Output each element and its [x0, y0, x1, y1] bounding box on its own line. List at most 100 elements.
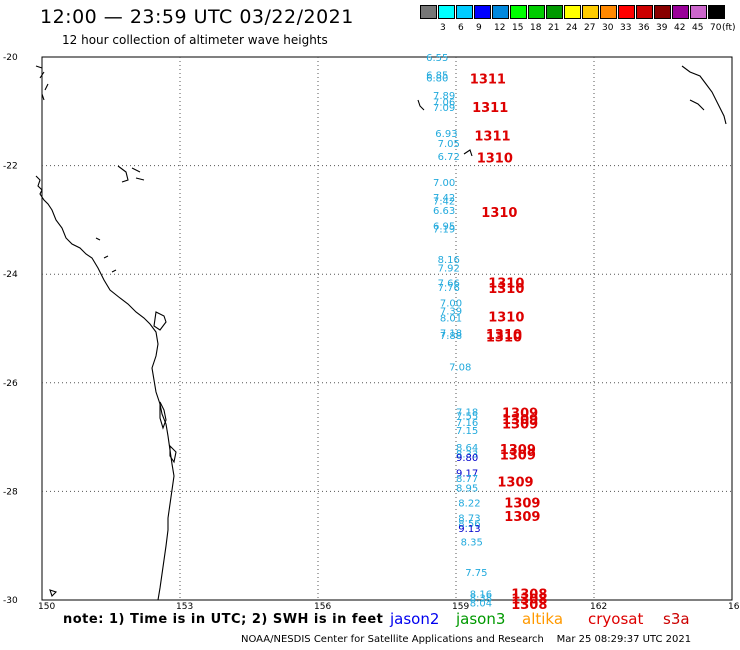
swh-value-label: 8.16	[470, 589, 492, 600]
scale-swatch	[438, 5, 455, 19]
lat-tick-label: -26	[3, 379, 18, 389]
pass-time-label: 1309	[504, 510, 540, 525]
swh-value-label: 7.55	[456, 411, 478, 422]
scale-label: 12	[494, 23, 506, 33]
scale-swatch	[672, 5, 689, 19]
scale-label: 39	[656, 23, 668, 33]
swh-value-label: 7.39	[440, 307, 462, 318]
swh-value-label: 7.15	[456, 426, 478, 437]
pass-time-label: 1310	[488, 276, 524, 291]
scale-swatch	[456, 5, 473, 19]
satellite-cryosat: cryosat	[588, 610, 644, 628]
cryosat-pass-labels: 1311131113111310131013101310131013101310…	[470, 73, 548, 610]
satellite-altika: altika	[522, 610, 564, 628]
scale-label: 15	[512, 23, 524, 33]
lon-tick-label: 153	[176, 602, 193, 610]
lon-tick-label: 159	[452, 602, 469, 610]
scale-label: 33	[620, 23, 632, 33]
lat-tick-label: -28	[3, 487, 18, 497]
scale-label: 70	[710, 23, 722, 33]
swh-value-label: 8.56	[458, 519, 480, 530]
scale-label: 24	[566, 23, 578, 33]
pass-time-label: 1309	[500, 448, 536, 463]
pass-time-label: 1310	[477, 151, 513, 166]
scale-label: 36	[638, 23, 650, 33]
swh-value-label: 7.92	[438, 264, 460, 275]
footer-note: note: 1) Time is in UTC; 2) SWH is in fe…	[63, 612, 384, 627]
scale-label: 9	[476, 23, 482, 33]
scale-label: 3	[440, 23, 446, 33]
swh-value-label: 8.04	[470, 599, 492, 610]
scale-swatch	[654, 5, 671, 19]
pass-time-label: 1309	[502, 413, 538, 428]
pass-time-label: 1308	[511, 598, 547, 610]
swh-value-label: 7.18	[456, 408, 478, 419]
swh-value-label: 7.08	[449, 363, 471, 374]
lat-tick-label: -20	[3, 53, 18, 63]
scale-unit: (ft)	[722, 23, 736, 33]
pass-time-label: 1309	[502, 418, 538, 433]
swh-value-label: 8.38	[470, 593, 492, 604]
swh-value-label: 7.00	[433, 178, 455, 189]
swh-value-label: 7.05	[438, 139, 460, 150]
pass-time-label: 1308	[511, 587, 547, 602]
scale-swatch	[690, 5, 707, 19]
swh-value-label: 8.73	[458, 513, 480, 524]
swh-value-label: 7.00	[440, 298, 462, 309]
pass-time-label: 1311	[474, 130, 510, 145]
swh-value-label: 9.13	[458, 524, 480, 535]
altimeter-map: 150 153 156 159 162 165 -20 -22 -24 -26 -28 -30 6.5…	[3, 53, 740, 610]
scale-swatch	[636, 5, 653, 19]
pass-time-label: 1310	[486, 331, 522, 346]
scale-swatch	[582, 5, 599, 19]
coastline	[35, 65, 727, 601]
scale-swatch	[600, 5, 617, 19]
swh-value-label: 6.72	[438, 152, 460, 163]
map-frame	[41, 56, 733, 601]
scale-label: 18	[530, 23, 542, 33]
lon-tick-label: 156	[314, 602, 331, 610]
swh-value-label: 6.95	[433, 221, 455, 232]
scale-label: 21	[548, 23, 560, 33]
swh-value-label: 7.88	[440, 331, 462, 342]
pass-time-label: 1310	[486, 328, 522, 343]
pass-time-label: 1311	[470, 73, 506, 88]
swh-value-label: 8.77	[456, 474, 478, 485]
scale-swatch	[528, 5, 545, 19]
swh-value-label: 8.01	[440, 314, 462, 325]
lon-tick-label: 165	[728, 602, 740, 610]
scale-label: 42	[674, 23, 686, 33]
swh-value-label: 7.42	[433, 193, 455, 204]
swh-value-label: 7.75	[465, 568, 487, 579]
swh-value-label: 9.17	[456, 468, 478, 479]
swh-value-label: 8.16	[438, 255, 460, 266]
footer-credit: NOAA/NESDIS Center for Satellite Applica…	[241, 634, 692, 645]
swh-value-label: 6.93	[435, 129, 457, 140]
scale-swatch	[510, 5, 527, 19]
pass-time-label: 1311	[472, 101, 508, 116]
pass-time-label: 1310	[481, 206, 517, 221]
lat-tick-label: -22	[3, 162, 18, 172]
swh-value-label: 7.76	[438, 283, 460, 294]
lon-tick-label: 150	[38, 602, 55, 610]
pass-time-label: 1310	[488, 282, 524, 297]
pass-time-label: 1309	[502, 407, 538, 422]
swh-value-label: 7.42	[433, 196, 455, 207]
swh-value-label: 6.80	[426, 74, 448, 85]
swh-value-label: 8.33	[456, 449, 478, 460]
pass-time-label: 1309	[504, 496, 540, 511]
swh-value-label: 7.09	[433, 103, 455, 114]
lat-tick-label: -30	[3, 596, 18, 606]
scale-label: 45	[692, 23, 704, 33]
map-subtitle: 12 hour collection of altimeter wave hei…	[62, 33, 328, 47]
scale-label: 6	[458, 23, 464, 33]
satellite-jason3: jason3	[456, 610, 506, 628]
swh-value-label: 9.80	[456, 453, 478, 464]
swh-value-label: 8.64	[456, 443, 478, 454]
swh-value-label: 7.16	[456, 418, 478, 429]
swh-value-label: 6.63	[433, 206, 455, 217]
swh-value-label: 7.06	[433, 98, 455, 109]
scale-label: 27	[584, 23, 596, 33]
scale-swatch	[492, 5, 509, 19]
satellite-s3a: s3a	[663, 610, 690, 628]
